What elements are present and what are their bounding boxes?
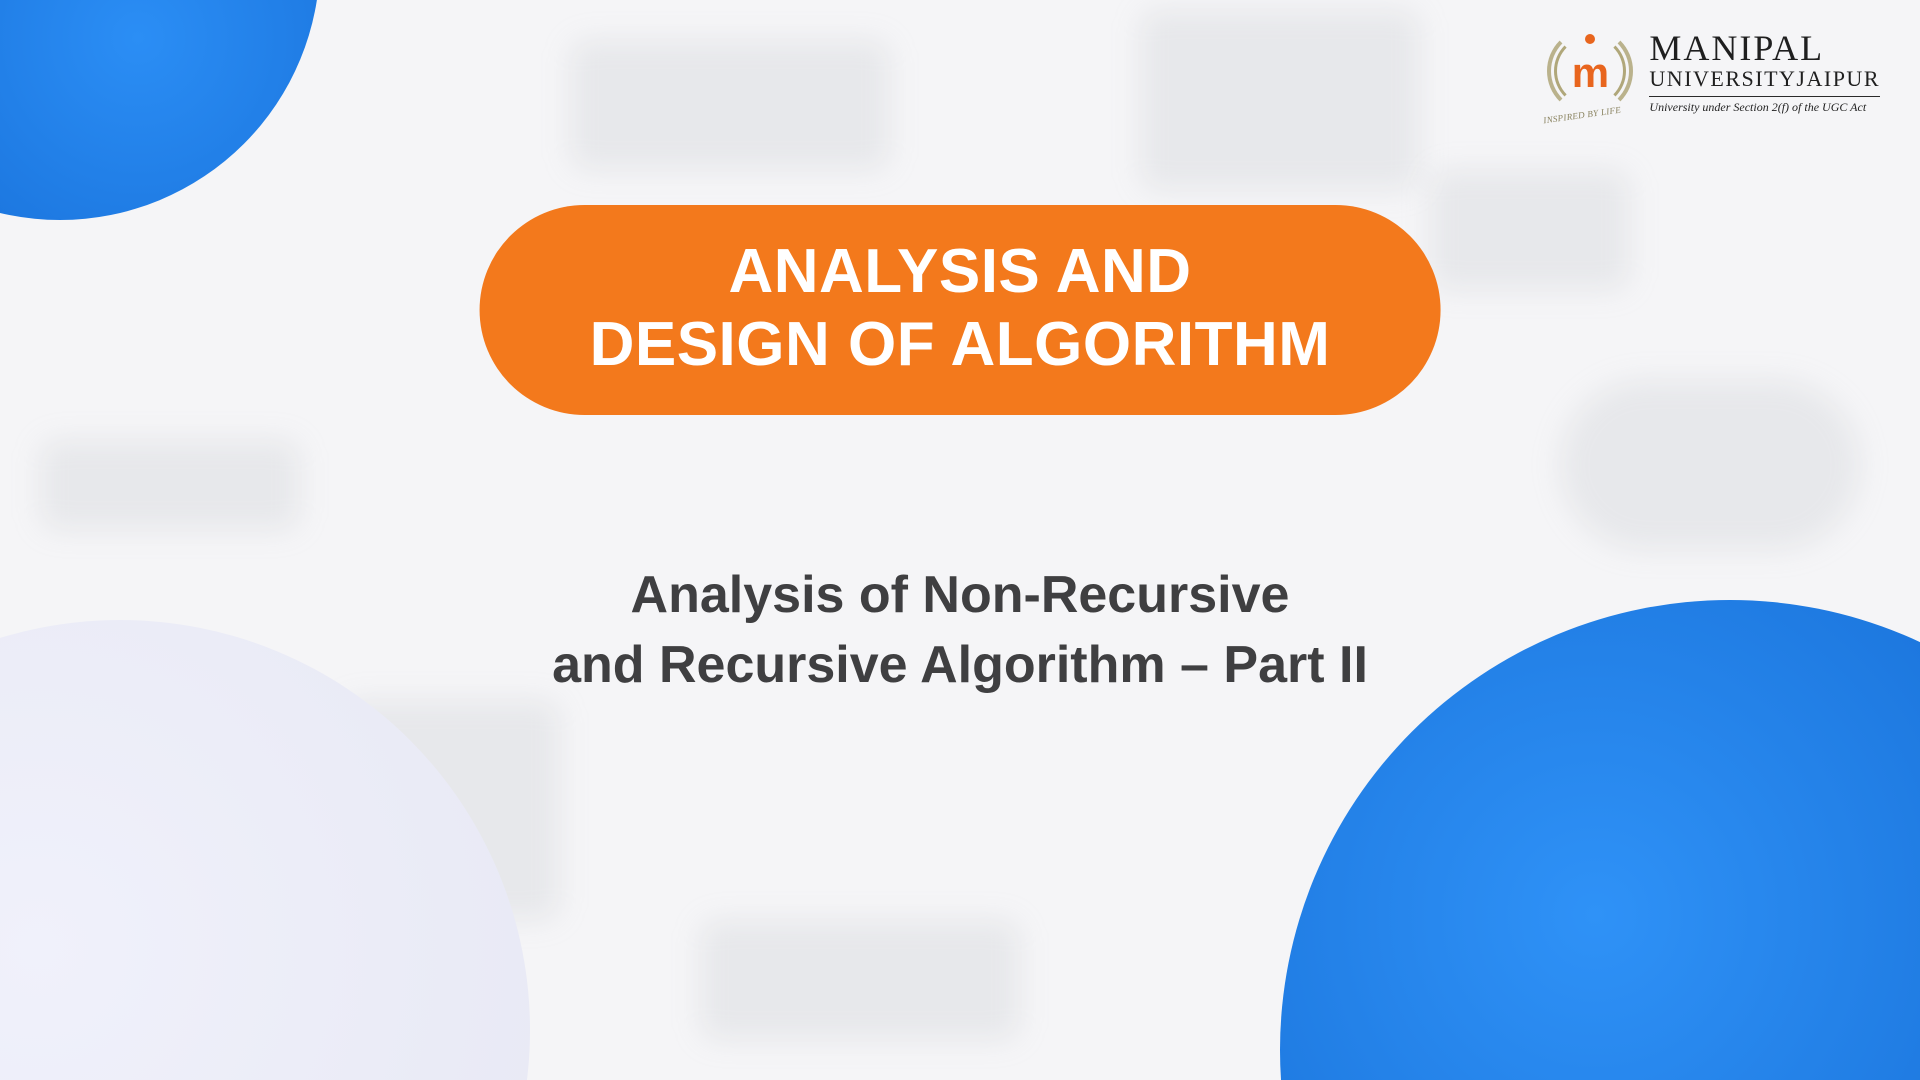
bg-blur-box xyxy=(570,40,890,170)
logo-m-icon: m xyxy=(1572,49,1609,97)
lecture-subtitle-line1: Analysis of Non-Recursive xyxy=(552,560,1368,630)
course-title-line2: DESIGN OF ALGORITHM xyxy=(590,308,1331,381)
bg-blur-cloud xyxy=(1560,380,1860,550)
bg-blur-box xyxy=(40,440,300,530)
university-logo: m INSPIRED BY LIFE MANIPAL UNIVERSITY JA… xyxy=(1547,28,1880,114)
decor-circle-bottom-right xyxy=(1280,600,1920,1080)
logo-text-block: MANIPAL UNIVERSITY JAIPUR University und… xyxy=(1649,30,1880,113)
logo-subtext: University under Section 2(f) of the UGC… xyxy=(1649,101,1880,113)
lecture-subtitle-line2: and Recursive Algorithm – Part II xyxy=(552,630,1368,700)
slide: ANALYSIS AND DESIGN OF ALGORITHM Analysi… xyxy=(0,0,1920,1080)
decor-circle-bottom-left xyxy=(0,620,530,1080)
bg-blur-box xyxy=(700,920,1020,1040)
logo-emblem: m INSPIRED BY LIFE xyxy=(1547,28,1633,114)
logo-university-word: UNIVERSITY xyxy=(1649,68,1796,90)
logo-name: MANIPAL xyxy=(1649,30,1880,66)
bg-blur-box xyxy=(1140,10,1420,190)
course-title-pill: ANALYSIS AND DESIGN OF ALGORITHM xyxy=(480,205,1441,415)
logo-city: JAIPUR xyxy=(1796,68,1880,90)
lecture-subtitle: Analysis of Non-Recursive and Recursive … xyxy=(552,560,1368,700)
course-title-line1: ANALYSIS AND xyxy=(590,235,1331,308)
decor-circle-top-left xyxy=(0,0,320,220)
logo-dot-icon xyxy=(1585,34,1595,44)
bg-blur-box xyxy=(1430,170,1630,290)
logo-divider xyxy=(1649,96,1880,97)
